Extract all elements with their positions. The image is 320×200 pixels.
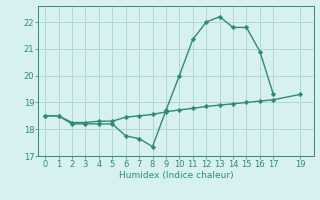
- X-axis label: Humidex (Indice chaleur): Humidex (Indice chaleur): [119, 171, 233, 180]
